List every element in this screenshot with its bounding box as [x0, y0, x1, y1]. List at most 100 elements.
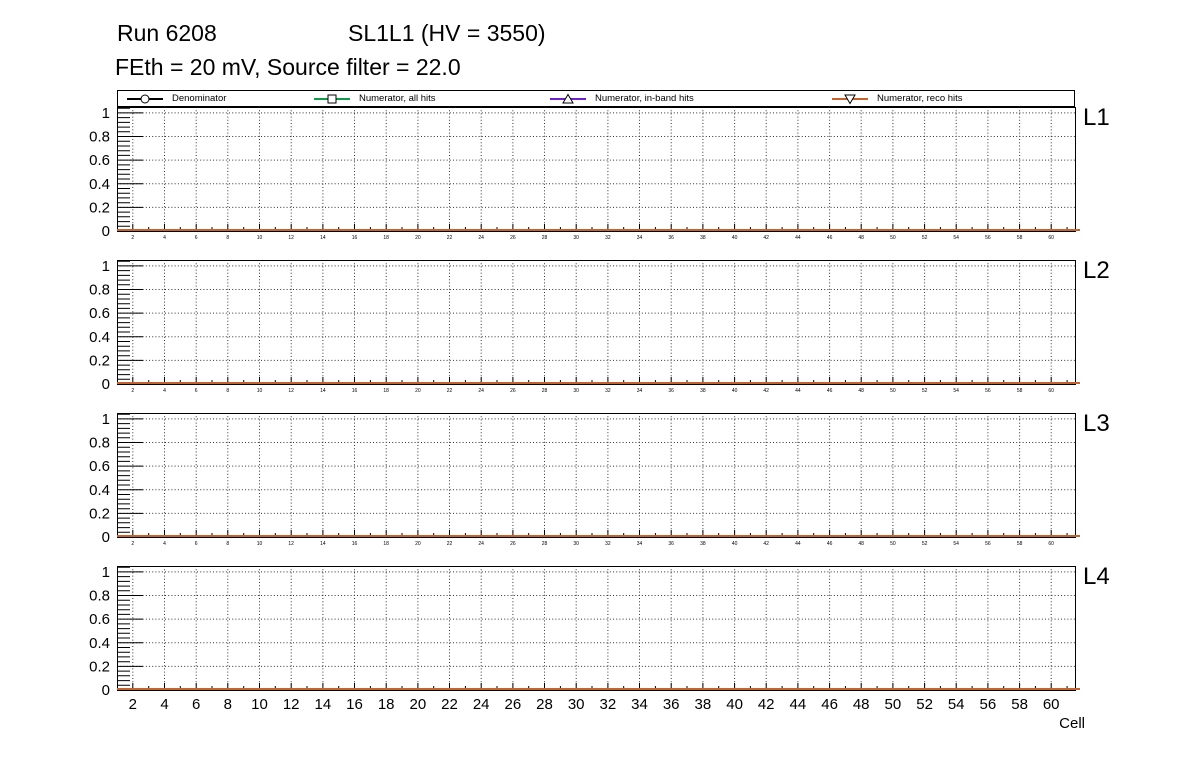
svg-text:56: 56	[980, 696, 997, 713]
legend: Denominator Numerator, all hits Numerator,…	[117, 90, 1075, 107]
svg-text:22: 22	[441, 696, 458, 713]
svg-text:24: 24	[478, 541, 484, 547]
svg-text:0.8: 0.8	[89, 129, 110, 146]
svg-text:50: 50	[890, 235, 896, 241]
svg-text:46: 46	[827, 541, 833, 547]
svg-text:48: 48	[858, 388, 864, 394]
svg-text:54: 54	[953, 541, 959, 547]
svg-text:40: 40	[726, 696, 743, 713]
svg-text:38: 38	[695, 696, 712, 713]
svg-text:58: 58	[1017, 235, 1023, 241]
x-tick-labels: 2 4 6 8 10 12 14 16 18 20 22 24 26 28 30 32 34 36 38 40 42 44…	[131, 388, 1054, 394]
svg-text:34: 34	[637, 541, 643, 547]
svg-text:12: 12	[288, 235, 294, 241]
svg-text:0.2: 0.2	[89, 505, 110, 522]
svg-text:0.4: 0.4	[89, 329, 110, 346]
plot-frame	[117, 107, 1076, 232]
svg-text:60: 60	[1048, 388, 1054, 394]
svg-text:40: 40	[732, 541, 738, 547]
efficiency-panel-L2: 0 0.2 0.4 0.6 0.8 1 2 4 6 8 10 12 14 16 18 20 22 24 26 28 30…	[77, 257, 1196, 405]
svg-text:36: 36	[668, 235, 674, 241]
legend-entry: Denominator	[126, 91, 226, 106]
svg-text:2: 2	[129, 696, 137, 713]
svg-text:58: 58	[1017, 388, 1023, 394]
y-tick-labels: 0 0.2 0.4 0.6 0.8 1	[89, 564, 110, 699]
svg-text:30: 30	[568, 696, 585, 713]
svg-text:42: 42	[758, 696, 775, 713]
svg-text:52: 52	[922, 388, 928, 394]
panel-plot-svg: 00.20.40.60.812 4 6 8 10 12 14 16 18 20 22 24 26 28 30…	[89, 564, 1085, 732]
svg-text:44: 44	[795, 541, 801, 547]
svg-text:34: 34	[637, 235, 643, 241]
grid-lines	[117, 260, 1075, 384]
chamber-title: SL1L1 (HV = 3550)	[348, 20, 546, 46]
svg-text:0: 0	[102, 682, 110, 699]
svg-text:60: 60	[1048, 235, 1054, 241]
svg-text:46: 46	[827, 388, 833, 394]
svg-text:52: 52	[922, 541, 928, 547]
svg-text:0.4: 0.4	[89, 176, 110, 193]
svg-text:46: 46	[821, 696, 838, 713]
open-square-icon	[314, 94, 350, 103]
svg-text:44: 44	[790, 696, 807, 713]
svg-text:0: 0	[102, 223, 110, 240]
legend-entry: Numerator, reco hits	[831, 91, 963, 106]
panel-plot-svg: 00.20.40.60.812 4 6 8 10 12 14 16 18 20 22 24 26 28 30…	[89, 258, 1080, 394]
svg-text:26: 26	[510, 388, 516, 394]
svg-text:32: 32	[605, 235, 611, 241]
svg-text:20: 20	[415, 541, 421, 547]
svg-text:12: 12	[288, 388, 294, 394]
efficiency-panel-L4: 0 0.2 0.4 0.6 0.8 1 2 4 6 8 10 12 14 16 18 20 22 24 26 28 30…	[77, 563, 1196, 741]
svg-text:16: 16	[352, 235, 358, 241]
svg-text:24: 24	[473, 696, 490, 713]
svg-text:18: 18	[383, 235, 389, 241]
svg-text:12: 12	[288, 541, 294, 547]
svg-text:22: 22	[447, 235, 453, 241]
efficiency-panel-L1: 0 0.2 0.4 0.6 0.8 1 2 4 6 8 10 12 14 16 18 20 22 24 26 28 30…	[77, 104, 1196, 252]
grid-lines	[117, 413, 1075, 537]
svg-text:6: 6	[195, 235, 198, 241]
svg-text:1: 1	[102, 566, 110, 581]
svg-text:8: 8	[226, 541, 229, 547]
svg-text:60: 60	[1043, 696, 1060, 713]
panel-plot-svg: 00.20.40.60.812 4 6 8 10 12 14 16 18 20 22 24 26 28 30…	[89, 105, 1080, 241]
svg-text:42: 42	[763, 388, 769, 394]
svg-text:24: 24	[478, 388, 484, 394]
svg-text:26: 26	[510, 235, 516, 241]
svg-text:54: 54	[953, 388, 959, 394]
svg-text:6: 6	[195, 541, 198, 547]
svg-text:32: 32	[600, 696, 617, 713]
svg-text:26: 26	[505, 696, 522, 713]
svg-text:44: 44	[795, 235, 801, 241]
svg-text:28: 28	[542, 388, 548, 394]
y-tick-labels: 0 0.2 0.4 0.6 0.8 1	[89, 411, 110, 546]
svg-text:14: 14	[320, 388, 326, 394]
open-triangle-down-icon	[832, 94, 868, 104]
layer-label: L4	[1083, 563, 1110, 590]
svg-text:38: 38	[700, 388, 706, 394]
svg-text:36: 36	[663, 696, 680, 713]
svg-text:48: 48	[858, 235, 864, 241]
svg-text:34: 34	[637, 388, 643, 394]
svg-text:14: 14	[315, 696, 332, 713]
svg-text:28: 28	[536, 696, 553, 713]
svg-text:6: 6	[195, 388, 198, 394]
svg-text:0.8: 0.8	[89, 282, 110, 299]
svg-text:52: 52	[922, 235, 928, 241]
open-triangle-up-icon	[550, 93, 586, 103]
svg-text:36: 36	[668, 541, 674, 547]
legend-entry-label: Numerator, reco hits	[877, 93, 963, 104]
svg-text:0.6: 0.6	[89, 458, 110, 475]
svg-text:22: 22	[447, 388, 453, 394]
run-title: Run 6208	[117, 20, 217, 46]
svg-text:18: 18	[383, 541, 389, 547]
x-axis-title: Cell	[1059, 715, 1085, 732]
svg-text:10: 10	[257, 541, 263, 547]
svg-text:16: 16	[346, 696, 363, 713]
svg-text:38: 38	[700, 235, 706, 241]
svg-text:6: 6	[192, 696, 200, 713]
layer-label: L3	[1083, 410, 1110, 437]
svg-text:52: 52	[916, 696, 933, 713]
svg-text:50: 50	[885, 696, 902, 713]
